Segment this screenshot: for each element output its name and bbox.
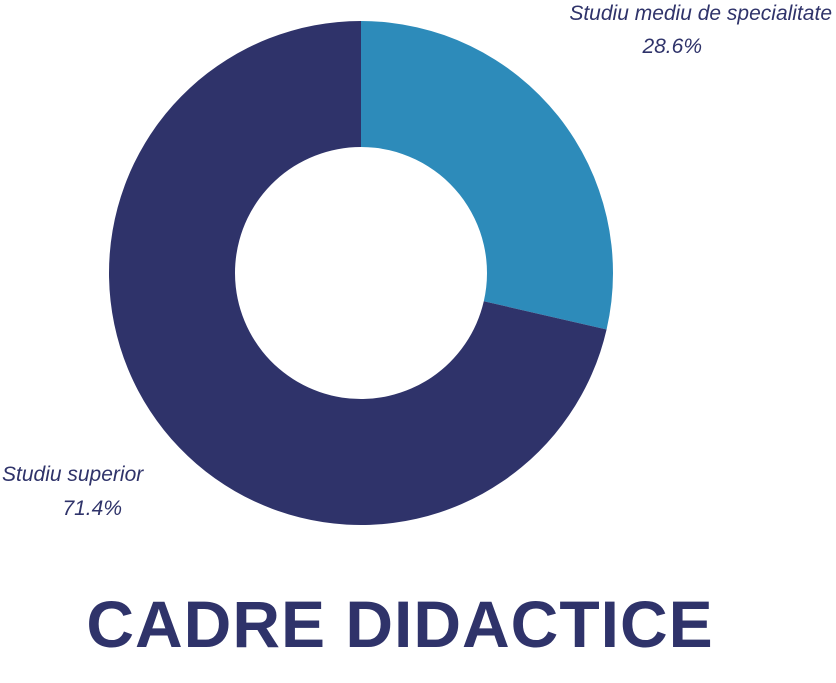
slice-value-specialitate: 28.6% <box>641 35 702 58</box>
chart-slices <box>109 21 613 526</box>
slice-value-superior: 71.4% <box>62 497 122 520</box>
donut-slice-superior <box>109 21 607 526</box>
slice-label-specialitate: Studiu mediu de specialitate <box>569 2 832 25</box>
slice-label-superior: Studiu superior <box>2 463 144 486</box>
chart-title: CADRE DIDACTICE <box>86 587 714 661</box>
donut-slice-specialitate <box>361 21 613 330</box>
